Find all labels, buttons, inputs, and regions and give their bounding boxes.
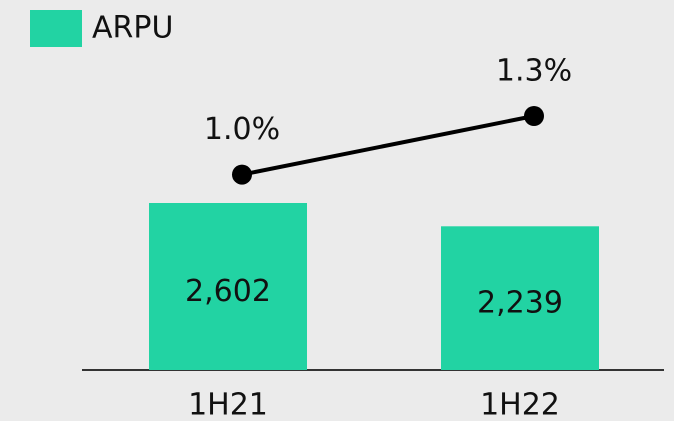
x-tick-label: 1H21 xyxy=(188,388,268,421)
bar xyxy=(149,203,307,370)
line-point xyxy=(232,164,252,185)
line xyxy=(241,114,535,177)
line-value-label: 1.3% xyxy=(496,54,572,89)
x-tick-label: 1H22 xyxy=(480,388,560,421)
line-point xyxy=(524,106,544,126)
line-value-label: 1.0% xyxy=(204,112,280,147)
bar xyxy=(441,226,599,370)
bar-value-label: 2,602 xyxy=(185,274,271,309)
bar-value-label: 2,239 xyxy=(477,286,563,321)
legend-swatch xyxy=(30,10,82,47)
legend-label: ARPU xyxy=(92,11,173,46)
